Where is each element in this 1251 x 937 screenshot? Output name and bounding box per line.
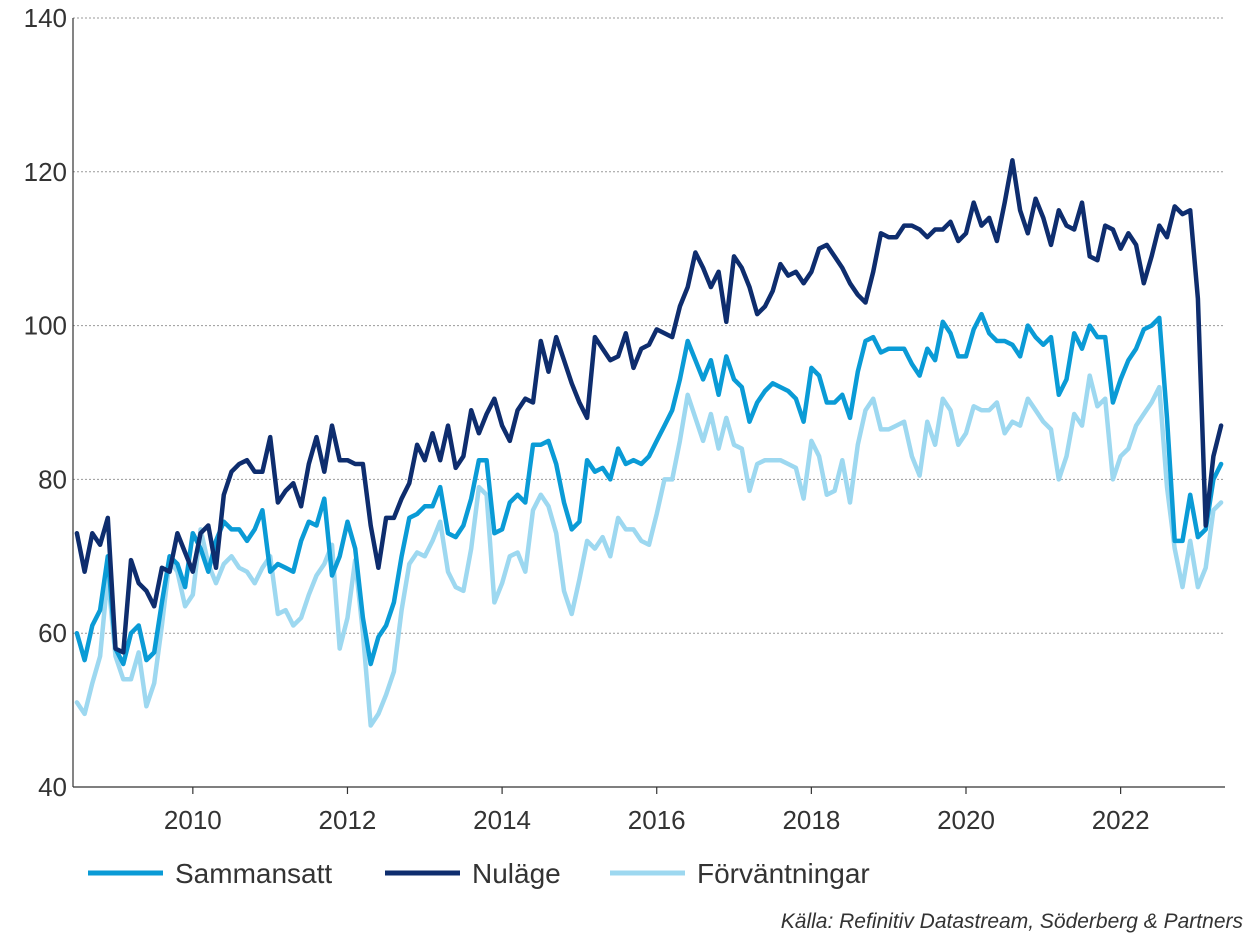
legend: Sammansatt Nuläge Förväntningar — [88, 858, 870, 889]
y-tick-label: 120 — [24, 157, 67, 187]
y-tick-label: 100 — [24, 311, 67, 341]
series-line-2 — [74, 373, 1224, 728]
x-tick-label: 2022 — [1092, 805, 1150, 835]
x-tick-label: 2020 — [937, 805, 995, 835]
series-line-1 — [74, 158, 1224, 655]
x-tick-label: 2010 — [164, 805, 222, 835]
gridlines — [72, 17, 1225, 788]
y-tick-label: 60 — [38, 618, 67, 648]
x-tick-label: 2014 — [473, 805, 531, 835]
series-line-0 — [74, 311, 1224, 667]
source-note: Källa: Refinitiv Datastream, Söderberg &… — [781, 910, 1244, 933]
legend-label: Nuläge — [472, 858, 561, 889]
y-tick-label: 40 — [38, 772, 67, 802]
x-tick-label: 2012 — [319, 805, 377, 835]
x-tick-label: 2018 — [782, 805, 840, 835]
x-tick-label: 2016 — [628, 805, 686, 835]
y-tick-label: 80 — [38, 464, 67, 494]
legend-label: Förväntningar — [697, 858, 870, 889]
legend-label: Sammansatt — [175, 858, 332, 889]
y-tick-label: 140 — [24, 3, 67, 33]
y-axis: 40 60 80 100 120 140 — [24, 3, 67, 802]
series-lines — [74, 158, 1224, 728]
x-axis: 2010 2012 2014 2016 2018 2020 2022 — [164, 787, 1150, 835]
